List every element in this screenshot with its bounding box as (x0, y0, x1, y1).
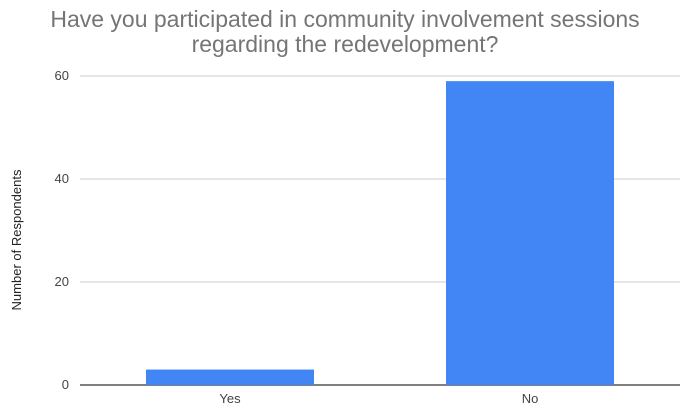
bar-yes (146, 369, 314, 385)
y-tick-40: 40 (55, 171, 69, 186)
y-tick-0: 0 (62, 377, 69, 392)
x-tick-yes: Yes (219, 391, 241, 406)
chart-title-line-2: regarding the redevelopment? (192, 31, 499, 57)
x-tick-labels: Yes No (219, 391, 538, 406)
y-axis-label: Number of Respondents (9, 169, 24, 310)
y-tick-labels: 0 20 40 60 (55, 68, 69, 392)
bars (146, 81, 614, 386)
x-tick-no: No (522, 391, 539, 406)
chart-title-line-1: Have you participated in community invol… (50, 6, 639, 32)
y-tick-20: 20 (55, 274, 69, 289)
y-tick-60: 60 (55, 68, 69, 83)
bar-no (446, 81, 614, 386)
